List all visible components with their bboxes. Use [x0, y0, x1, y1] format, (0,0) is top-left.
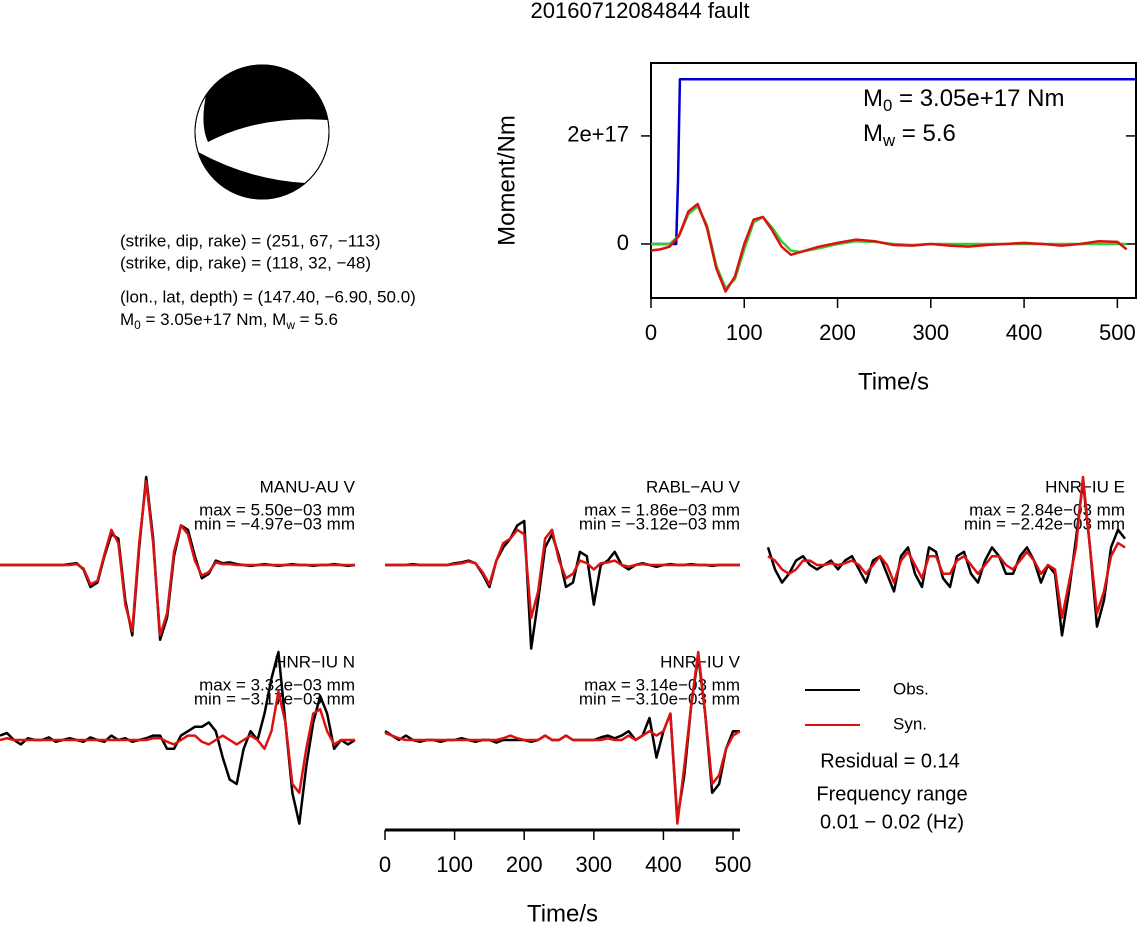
y-tick-label: 2e+17 — [567, 122, 629, 147]
x-tick-label: 100 — [726, 320, 763, 345]
subscript: 0 — [883, 97, 892, 116]
series-line — [767, 475, 1126, 620]
series-line — [650, 202, 1128, 293]
series-line — [0, 480, 355, 637]
x-tick-label: 500 — [715, 852, 752, 877]
x-axis-label: Time/s — [858, 368, 929, 395]
x-tick-label: 400 — [1006, 320, 1043, 345]
text-part: = 5.6 — [895, 120, 956, 147]
text-part: = 3.05e+17 Nm — [892, 85, 1064, 112]
x-tick-label: 100 — [436, 852, 473, 877]
frequency-range: 0.01 − 0.02 (Hz) — [820, 811, 964, 833]
amplitude-label: min = −4.97e−03 mm — [194, 514, 355, 533]
amplitude-label: min = −3.17e−03 mm — [194, 689, 355, 708]
text-part: = 3.05e+17 Nm, M — [141, 310, 287, 329]
mechanism-line: (strike, dip, rake) = (251, 67, −113) — [120, 231, 380, 250]
residual: Residual = 0.14 — [820, 750, 960, 772]
mechanism-line: (lon., lat, depth) = (147.40, −6.90, 50.… — [120, 287, 416, 306]
figure-title: 20160712084844 fault — [531, 0, 750, 23]
amplitude-label: min = −3.10e−03 mm — [579, 689, 740, 708]
annotation: M0 = 3.05e+17 Nm — [863, 85, 1064, 115]
y-axis-label: Moment/Nm — [493, 115, 520, 246]
y-tick-label: 0 — [617, 230, 629, 255]
mechanism-moment: M0 = 3.05e+17 Nm, Mw = 5.6 — [120, 310, 338, 332]
series-line — [0, 690, 355, 795]
x-tick-label: 200 — [506, 852, 543, 877]
compression-quadrant — [203, 64, 328, 142]
plot-frame — [650, 62, 1137, 299]
mechanism-line: (strike, dip, rake) = (118, 32, −48) — [120, 253, 371, 272]
compression-quadrant — [198, 152, 305, 199]
text-part: M — [120, 310, 134, 329]
legend-label: Syn. — [893, 714, 927, 733]
amplitude-label: min = −3.12e−03 mm — [579, 514, 740, 533]
x-tick-label: 300 — [912, 320, 949, 345]
x-tick-label: 0 — [379, 852, 391, 877]
amplitude-label: max = 5.50e−03 mm — [199, 500, 355, 519]
text-part: M — [863, 85, 883, 112]
text-part: M — [863, 120, 883, 147]
x-tick-label: 500 — [1099, 320, 1136, 345]
series-line — [766, 480, 1126, 637]
series-line — [384, 650, 741, 825]
subscript: 0 — [134, 318, 141, 332]
amplitude-label: max = 3.32e−03 mm — [199, 675, 355, 694]
series-line — [385, 528, 740, 620]
text-part: = 5.6 — [295, 310, 338, 329]
x-tick-label: 300 — [575, 852, 612, 877]
station-label: RABL−AU V — [646, 477, 741, 496]
annotation: Mw = 5.6 — [863, 120, 956, 150]
beachball-outline — [194, 64, 330, 200]
x-tick-label: 0 — [645, 320, 657, 345]
station-label: HNR−IU N — [274, 652, 355, 671]
x-axis-label: Time/s — [527, 900, 598, 927]
frequency-label: Frequency range — [816, 783, 967, 805]
station-label: MANU-AU V — [260, 477, 356, 496]
x-tick-label: 200 — [819, 320, 856, 345]
subscript: w — [285, 318, 295, 332]
subscript: w — [882, 132, 896, 151]
amplitude-label: max = 1.86e−03 mm — [584, 500, 740, 519]
amplitude-label: min = −2.42e−03 mm — [964, 514, 1125, 533]
legend-label: Obs. — [893, 679, 929, 698]
beachball — [194, 64, 330, 200]
x-tick-label: 400 — [645, 852, 682, 877]
